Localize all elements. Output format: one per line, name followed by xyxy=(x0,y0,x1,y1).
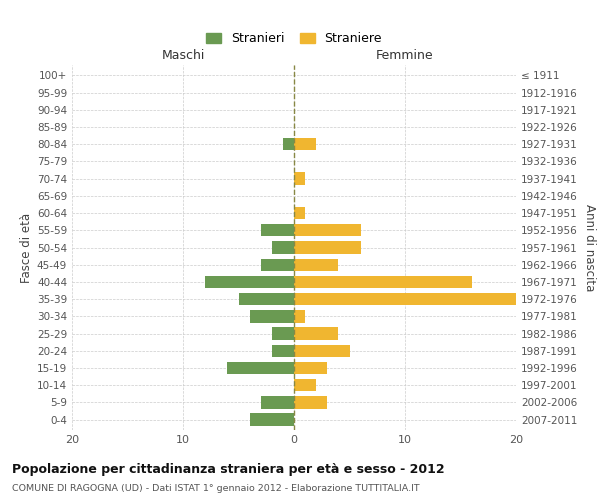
Bar xyxy=(239,293,294,306)
Bar xyxy=(294,172,305,185)
Y-axis label: Fasce di età: Fasce di età xyxy=(20,212,33,282)
Bar xyxy=(294,396,328,408)
Bar xyxy=(260,396,294,408)
Bar xyxy=(272,328,294,340)
Bar xyxy=(250,414,294,426)
Bar xyxy=(294,276,472,288)
Text: COMUNE DI RAGOGNA (UD) - Dati ISTAT 1° gennaio 2012 - Elaborazione TUTTITALIA.IT: COMUNE DI RAGOGNA (UD) - Dati ISTAT 1° g… xyxy=(12,484,419,493)
Bar xyxy=(272,344,294,357)
Bar xyxy=(294,242,361,254)
Y-axis label: Anni di nascita: Anni di nascita xyxy=(583,204,596,291)
Bar xyxy=(294,379,316,392)
Bar xyxy=(294,344,349,357)
Bar xyxy=(260,224,294,236)
Bar xyxy=(272,242,294,254)
Bar xyxy=(294,328,338,340)
Bar xyxy=(294,293,516,306)
Bar xyxy=(294,258,338,271)
Bar xyxy=(294,224,361,236)
Bar xyxy=(250,310,294,322)
Bar xyxy=(283,138,294,150)
Bar xyxy=(294,138,316,150)
Bar xyxy=(294,207,305,220)
Bar xyxy=(205,276,294,288)
Text: Femmine: Femmine xyxy=(376,50,434,62)
Bar xyxy=(260,258,294,271)
Bar xyxy=(294,310,305,322)
Legend: Stranieri, Straniere: Stranieri, Straniere xyxy=(201,28,387,50)
Text: Popolazione per cittadinanza straniera per età e sesso - 2012: Popolazione per cittadinanza straniera p… xyxy=(12,462,445,475)
Bar xyxy=(227,362,294,374)
Bar xyxy=(294,362,328,374)
Text: Maschi: Maschi xyxy=(161,50,205,62)
